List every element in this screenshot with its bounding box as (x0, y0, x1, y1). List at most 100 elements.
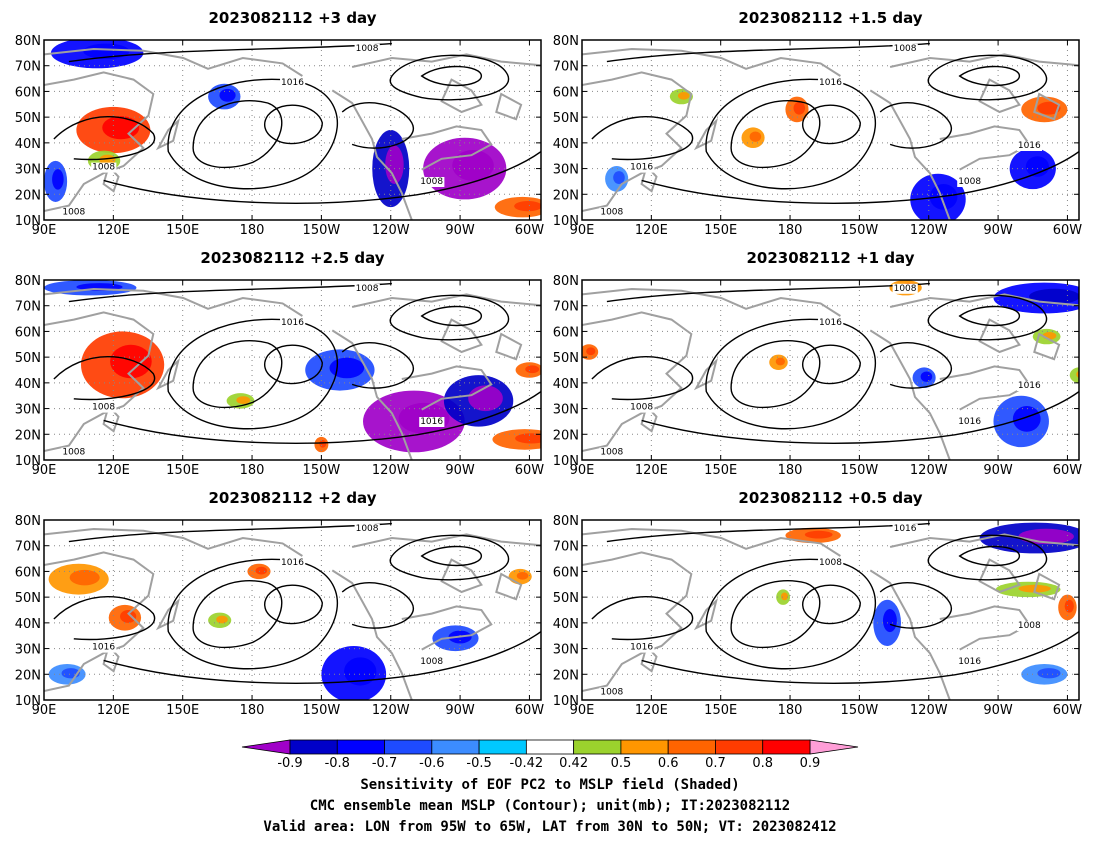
caption-line2: CMC ensemble mean MSLP (Contour); unit(m… (310, 798, 790, 814)
contour-label: 1008 (356, 284, 379, 294)
lon-tick-label: 150E (704, 223, 737, 238)
lon-tick-label: 90W (983, 223, 1013, 238)
lat-tick-label: 70N (15, 60, 41, 75)
lat-tick-label: 40N (553, 617, 579, 632)
coastline (640, 643, 658, 673)
positive-sensitivity-area-core (69, 569, 100, 586)
map-panel-6: 1016 1008 1016 1016 1008 1008 90E 120E 150E 180 15… (553, 489, 1083, 718)
map-panel-3: 1008 1016 1008 1016 1008 90E 120E 150E 180 150W 12… (15, 249, 545, 478)
mslp-contour (167, 558, 339, 670)
negative-sensitivity-area-core (1025, 156, 1049, 177)
lon-tick-label: 60W (515, 223, 545, 238)
lon-tick-label: 60W (1053, 463, 1083, 478)
lat-tick-label: 50N (15, 591, 41, 606)
coastline (889, 293, 1079, 308)
coastline (102, 403, 120, 433)
lon-tick-label: 90W (445, 703, 475, 718)
positive-sensitivity-area-core (319, 439, 327, 448)
coastline (44, 311, 155, 452)
mslp-contour (420, 65, 483, 87)
coastline (939, 365, 1031, 411)
coastline (582, 47, 841, 77)
colorbar-swatch (573, 739, 622, 755)
lat-tick-label: 10N (15, 694, 41, 709)
coastline (401, 365, 493, 411)
lat-tick-label: 20N (15, 428, 41, 443)
contour-label: 1016 (92, 643, 115, 653)
panel-title: 2023082112 +2 day (209, 489, 377, 507)
positive-sensitivity-area-core (781, 592, 788, 601)
lat-tick-label: 40N (15, 617, 41, 632)
lon-tick-label: 120W (910, 463, 948, 478)
coastline (440, 558, 483, 594)
lat-tick-label: 60N (15, 85, 41, 100)
positive-sensitivity-area-core (804, 530, 833, 539)
mslp-contour (641, 391, 1079, 444)
mslp-contour (730, 100, 821, 169)
mslp-contour (802, 104, 862, 145)
lat-tick-label: 40N (15, 137, 41, 152)
positive-sensitivity-area-core (216, 615, 228, 624)
positive-sensitivity-area-core (99, 154, 116, 165)
lat-tick-label: 80N (553, 514, 579, 529)
coastline (889, 53, 1079, 68)
lat-tick-label: 50N (15, 111, 41, 126)
lon-tick-label: 90E (570, 703, 595, 718)
colorbar-label: 0.7 (705, 756, 726, 771)
colorbar-label: 0.42 (559, 756, 588, 771)
mslp-contour (705, 558, 877, 670)
mslp-contour (68, 42, 392, 63)
lon-tick-label: 90W (983, 703, 1013, 718)
colorbar-label: 0.9 (800, 756, 821, 771)
coastline (939, 125, 1031, 171)
contour-label: 1008 (92, 163, 115, 173)
panel-title: 2023082112 +1.5 day (738, 9, 922, 27)
lon-tick-label: 180 (240, 223, 265, 238)
coastline (102, 643, 120, 673)
mslp-contour (192, 100, 283, 169)
contour-label: 1016 (958, 417, 981, 427)
colorbar-right-arrow (809, 739, 859, 755)
colorbar-label: -0.8 (325, 756, 350, 771)
contour-label: 1016 (958, 657, 981, 667)
negative-sensitivity-area-core (1012, 406, 1041, 432)
mslp-contour (802, 344, 862, 385)
mslp-contour (192, 340, 283, 409)
positive-sensitivity-area-core (514, 200, 541, 212)
contour-label: 1008 (92, 403, 115, 413)
colorbar-label: -0.6 (419, 756, 444, 771)
contour-label: 1016 (281, 558, 304, 568)
colorbar-swatch (431, 739, 480, 755)
coastline (351, 533, 541, 548)
positive-sensitivity-area-core (110, 344, 152, 379)
contour-label: 1008 (62, 208, 85, 218)
lat-tick-label: 10N (15, 454, 41, 469)
lat-tick-label: 10N (553, 454, 579, 469)
contour-label: 1016 (420, 417, 443, 427)
mslp-contour (705, 318, 877, 430)
coastline (582, 287, 841, 317)
lat-tick-label: 80N (553, 274, 579, 289)
mslp-contour (264, 584, 324, 625)
lon-tick-label: 150E (704, 703, 737, 718)
mslp-contour (103, 151, 541, 204)
contour-label: 1008 (630, 403, 653, 413)
mslp-contour (264, 104, 324, 145)
lon-tick-label: 120E (97, 463, 130, 478)
negative-sensitivity-area-core (1037, 668, 1061, 679)
lat-tick-label: 80N (15, 514, 41, 529)
positive-sensitivity-area-core (1064, 599, 1074, 613)
coastline (978, 318, 1021, 354)
mslp-contour (264, 344, 324, 385)
negative-sensitivity-area-core (83, 43, 130, 60)
mslp-contour (958, 305, 1021, 327)
positive-sensitivity-area-core (236, 396, 251, 404)
lat-tick-label: 30N (15, 643, 41, 658)
lon-tick-label: 60W (1053, 703, 1083, 718)
positive-sensitivity-area-core (525, 365, 540, 374)
lon-tick-label: 90E (32, 223, 57, 238)
mslp-contour (341, 102, 415, 149)
negative-sensitivity-area-core (329, 357, 365, 379)
colorbar-swatch (336, 739, 385, 755)
positive-sensitivity-area-core (120, 610, 137, 623)
